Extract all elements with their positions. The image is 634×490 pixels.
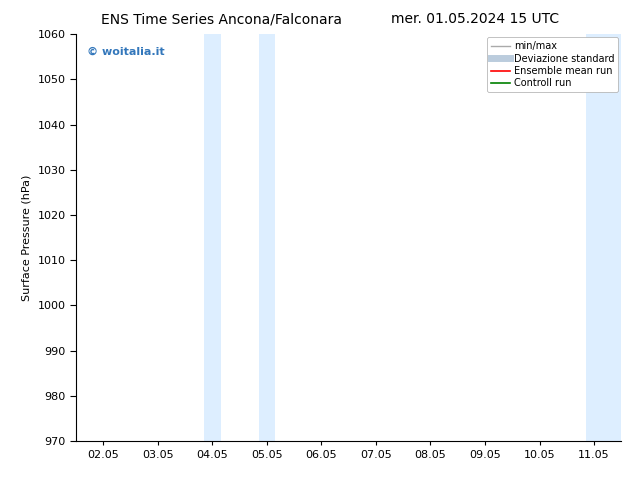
Bar bbox=[204, 34, 221, 441]
Text: mer. 01.05.2024 15 UTC: mer. 01.05.2024 15 UTC bbox=[391, 12, 560, 26]
Text: ENS Time Series Ancona/Falconara: ENS Time Series Ancona/Falconara bbox=[101, 12, 342, 26]
Legend: min/max, Deviazione standard, Ensemble mean run, Controll run: min/max, Deviazione standard, Ensemble m… bbox=[487, 37, 618, 92]
Text: © woitalia.it: © woitalia.it bbox=[87, 47, 165, 56]
Y-axis label: Surface Pressure (hPa): Surface Pressure (hPa) bbox=[22, 174, 32, 301]
Bar bbox=[586, 34, 621, 441]
Bar bbox=[259, 34, 275, 441]
